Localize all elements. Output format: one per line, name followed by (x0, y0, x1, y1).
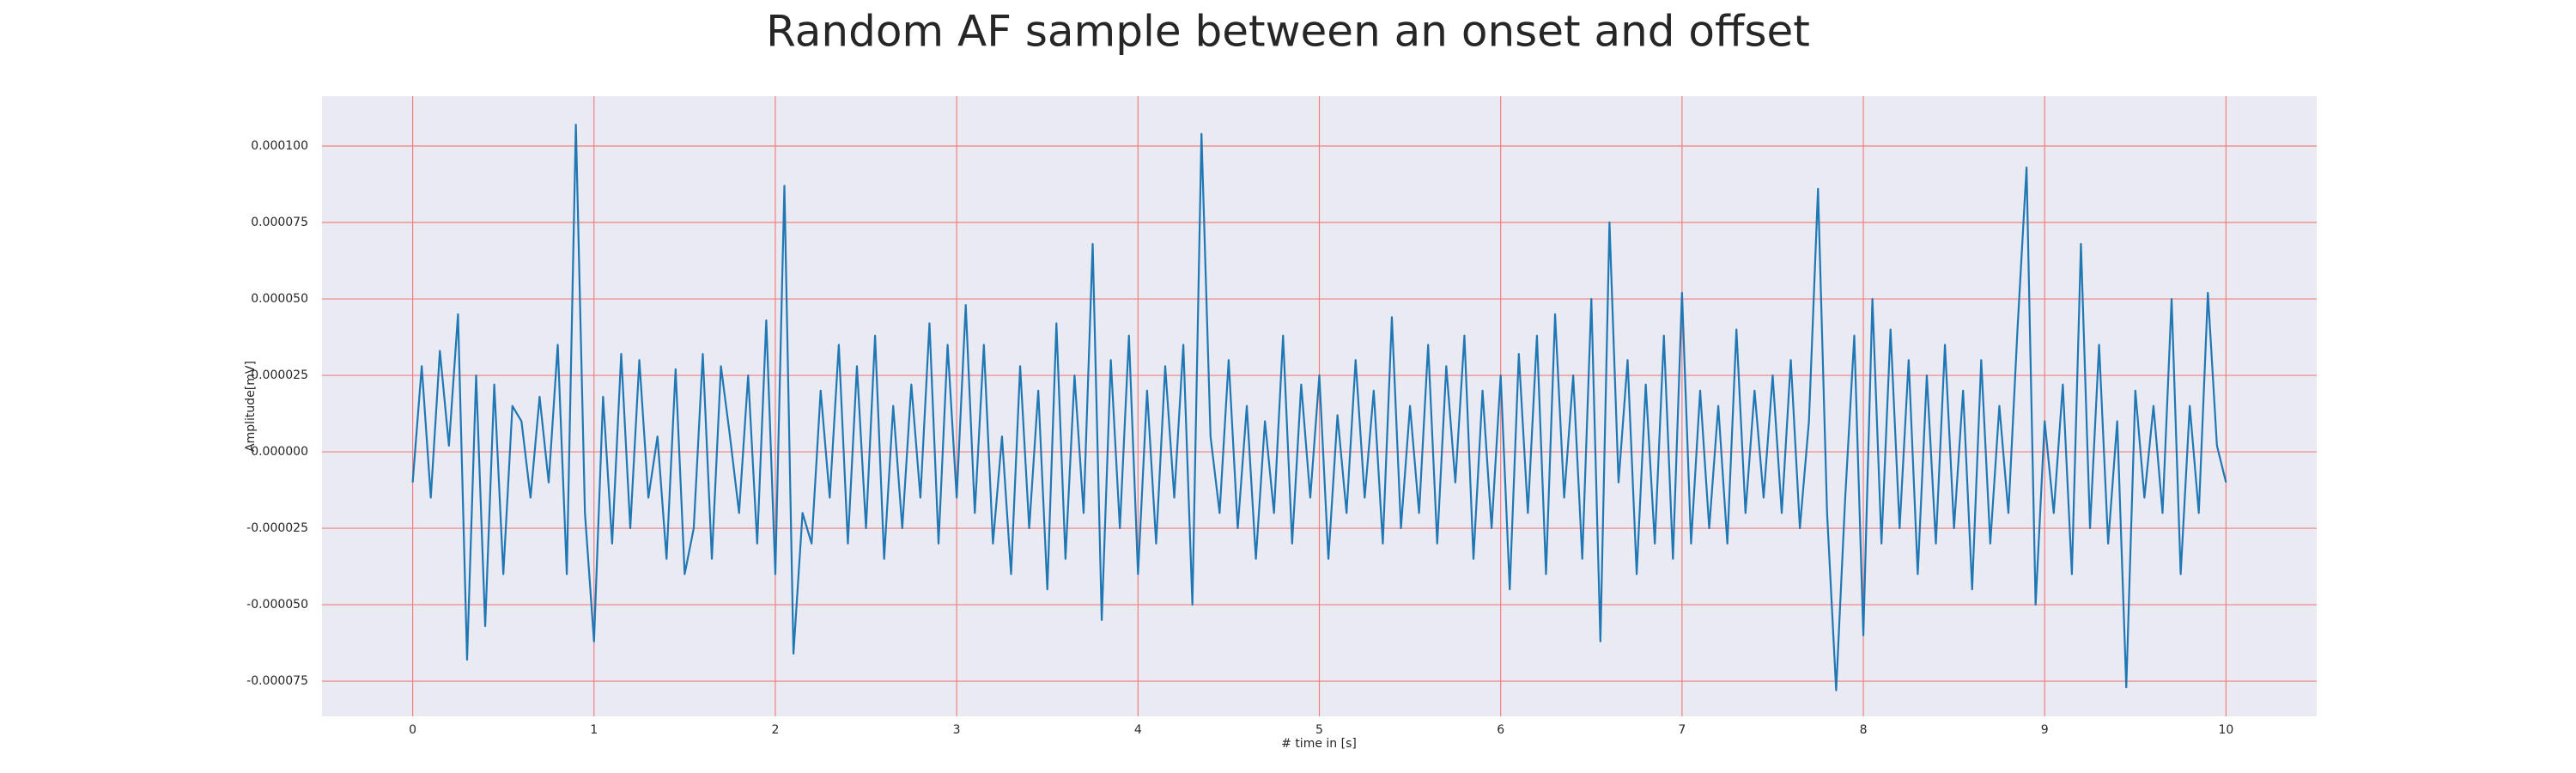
x-tick-label: 4 (1134, 723, 1142, 737)
y-tick-label: 0.000025 (251, 368, 308, 382)
y-tick-label: 0.000100 (251, 139, 308, 153)
chart-title: Random AF sample between an onset and of… (766, 7, 1810, 57)
y-tick-label: 0.000075 (251, 216, 308, 229)
x-tick-label: 5 (1315, 723, 1323, 737)
x-tick-label: 10 (2218, 723, 2233, 737)
x-tick-label: 9 (2041, 723, 2049, 737)
y-axis-label: Amplitude[mV] (244, 361, 258, 452)
y-tick-label: -0.000075 (246, 674, 308, 688)
x-tick-label: 3 (953, 723, 961, 737)
y-tick-label: 0.000050 (251, 292, 308, 306)
x-axis-label: # time in [s] (1281, 737, 1357, 751)
y-tick-label: -0.000050 (246, 598, 308, 612)
data-line (411, 124, 2227, 691)
x-tick-label: 8 (1860, 723, 1868, 737)
y-tick-label: 0.000000 (251, 445, 308, 459)
y-tick-label: -0.000025 (246, 521, 308, 535)
x-tick-label: 7 (1678, 723, 1686, 737)
x-tick-label: 6 (1497, 723, 1504, 737)
x-tick-label: 0 (409, 723, 416, 737)
x-tick-label: 2 (771, 723, 779, 737)
x-tick-label: 1 (590, 723, 598, 737)
